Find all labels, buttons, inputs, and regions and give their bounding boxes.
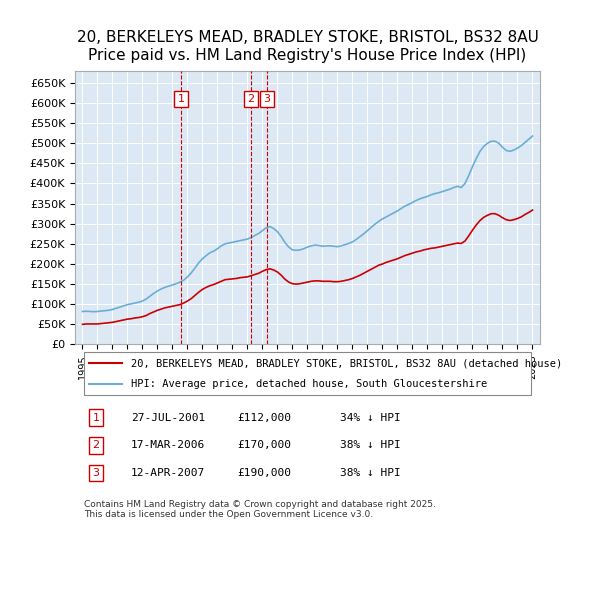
- Text: 38% ↓ HPI: 38% ↓ HPI: [340, 468, 401, 478]
- FancyBboxPatch shape: [84, 352, 531, 395]
- Text: 3: 3: [92, 468, 100, 478]
- Text: £170,000: £170,000: [238, 440, 292, 450]
- Text: 34% ↓ HPI: 34% ↓ HPI: [340, 413, 401, 423]
- Text: 17-MAR-2006: 17-MAR-2006: [131, 440, 205, 450]
- Text: HPI: Average price, detached house, South Gloucestershire: HPI: Average price, detached house, Sout…: [131, 379, 487, 389]
- Text: 27-JUL-2001: 27-JUL-2001: [131, 413, 205, 423]
- Text: 2: 2: [92, 440, 100, 450]
- Text: Contains HM Land Registry data © Crown copyright and database right 2025.
This d: Contains HM Land Registry data © Crown c…: [84, 500, 436, 519]
- Text: £112,000: £112,000: [238, 413, 292, 423]
- Text: 3: 3: [263, 94, 270, 104]
- Text: 1: 1: [178, 94, 185, 104]
- Text: 12-APR-2007: 12-APR-2007: [131, 468, 205, 478]
- Text: £190,000: £190,000: [238, 468, 292, 478]
- Text: 38% ↓ HPI: 38% ↓ HPI: [340, 440, 401, 450]
- Text: 2: 2: [247, 94, 254, 104]
- Title: 20, BERKELEYS MEAD, BRADLEY STOKE, BRISTOL, BS32 8AU
Price paid vs. HM Land Regi: 20, BERKELEYS MEAD, BRADLEY STOKE, BRIST…: [77, 30, 538, 63]
- Text: 1: 1: [92, 413, 100, 423]
- Text: 20, BERKELEYS MEAD, BRADLEY STOKE, BRISTOL, BS32 8AU (detached house): 20, BERKELEYS MEAD, BRADLEY STOKE, BRIST…: [131, 358, 562, 368]
